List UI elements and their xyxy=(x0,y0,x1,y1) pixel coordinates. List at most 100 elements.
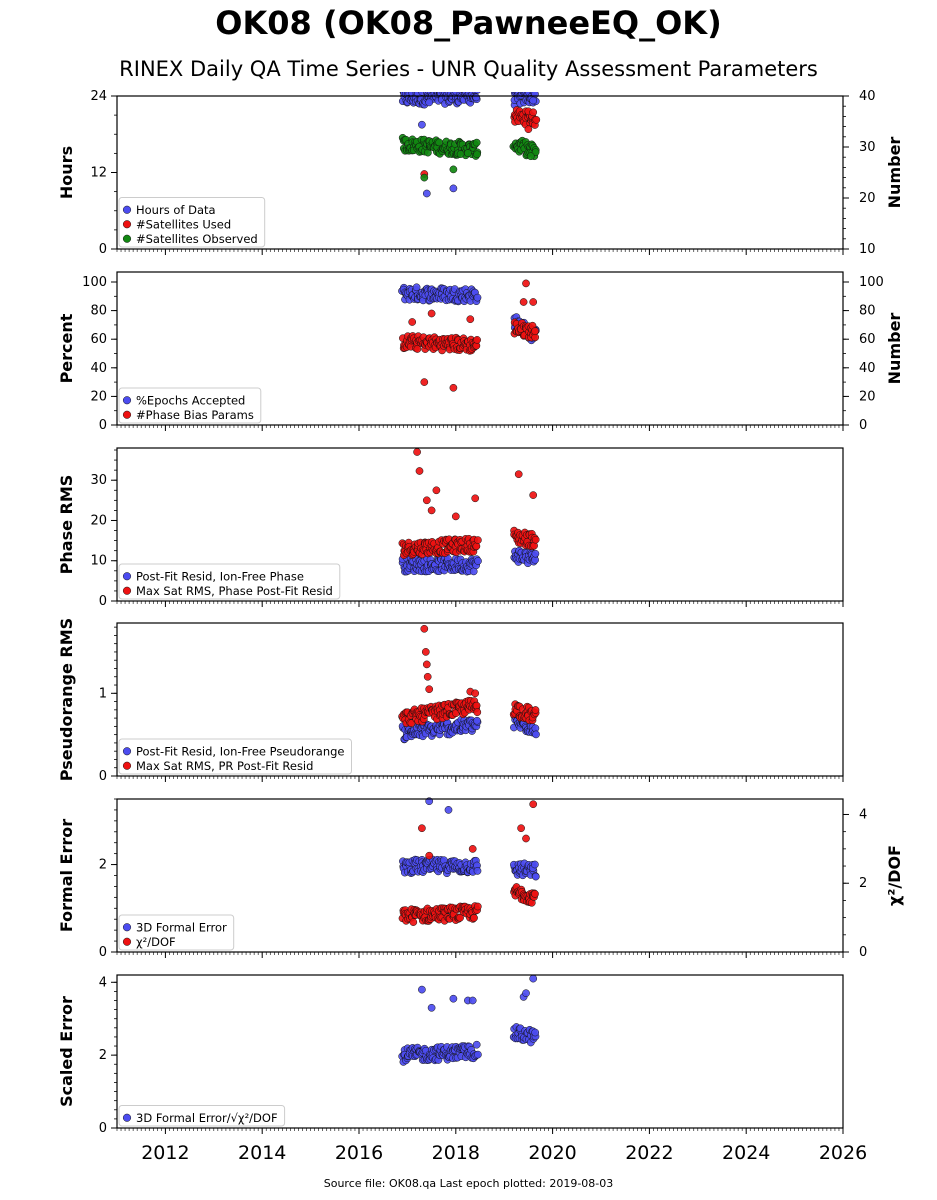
legend-box xyxy=(118,914,235,951)
legend: %Epochs Accepted#Phase Bias Params xyxy=(118,387,262,424)
point-blue xyxy=(529,96,538,105)
y-tick-label: 2 xyxy=(99,1048,107,1063)
y-right-tick-label: 40 xyxy=(859,89,876,104)
y-tick-label: 24 xyxy=(90,89,107,104)
legend-label: #Satellites Observed xyxy=(136,232,258,246)
legend-marker xyxy=(122,396,132,405)
y-right-tick-label: 4 xyxy=(859,807,867,822)
panel-3: 0 10 20 30 Phase RMS Post-Fit Resid, Ion-Free… xyxy=(57,447,844,609)
point-blue xyxy=(473,716,481,725)
scatter-points xyxy=(398,974,540,1066)
y-axis-right-label: χ²/DOF xyxy=(885,845,904,906)
point-red xyxy=(531,706,540,714)
point-blue xyxy=(473,293,482,302)
point-red xyxy=(473,336,481,344)
legend-marker xyxy=(122,747,132,756)
point-red xyxy=(423,672,432,681)
point-red xyxy=(427,506,436,515)
point-red xyxy=(529,298,538,306)
point-blue xyxy=(531,860,539,869)
legend-marker xyxy=(122,761,132,770)
point-red xyxy=(418,824,426,833)
y-axis-right-label: Number xyxy=(885,137,904,209)
legend-box xyxy=(118,563,341,600)
y-axis-label: Formal Error xyxy=(57,819,76,932)
x-tick-label: 2014 xyxy=(238,1142,286,1164)
point-green xyxy=(526,152,535,161)
point-red xyxy=(466,315,475,324)
point-blue xyxy=(531,549,540,558)
y-right-tick-label: 60 xyxy=(859,332,876,347)
point-red xyxy=(422,496,431,505)
point-red xyxy=(413,345,422,353)
y-tick-label: 40 xyxy=(90,361,107,376)
legend-label: #Phase Bias Params xyxy=(136,408,254,422)
x-tick-label: 2012 xyxy=(141,1142,189,1164)
point-blue xyxy=(449,994,458,1003)
legend-label: Hours of Data xyxy=(136,203,216,217)
legend: Hours of Data#Satellites Used#Satellites… xyxy=(118,197,266,248)
y-tick-label: 0 xyxy=(99,594,107,609)
y-tick-label: 4 xyxy=(99,975,107,990)
point-red xyxy=(517,824,525,833)
y-right-tick-label: 80 xyxy=(859,304,876,319)
point-red xyxy=(425,685,434,694)
panel-6: 0 2 4 Scaled Error 2012 2014 2016 2018 2020 2022 2… xyxy=(57,974,867,1164)
y-tick-label: 0 xyxy=(99,945,107,960)
point-blue xyxy=(522,989,530,998)
point-red xyxy=(514,470,523,479)
point-red xyxy=(471,494,480,503)
point-red xyxy=(529,800,538,809)
y-tick-label: 100 xyxy=(82,275,107,290)
legend-marker xyxy=(122,205,132,214)
scatter-points xyxy=(398,279,540,392)
point-red xyxy=(532,115,541,124)
y-right-tick-label: 0 xyxy=(859,418,867,433)
y-axis-label: Percent xyxy=(57,313,76,383)
point-blue xyxy=(473,867,482,875)
y-tick-label: 0 xyxy=(99,1121,107,1136)
y-tick-label: 1 xyxy=(99,686,107,701)
y-right-tick-label: 0 xyxy=(859,945,867,960)
point-blue xyxy=(474,1050,482,1059)
y-tick-label: 0 xyxy=(99,769,107,784)
y-tick-label: 0 xyxy=(99,418,107,433)
legend-box xyxy=(118,197,266,248)
legend-box xyxy=(118,387,262,424)
point-blue xyxy=(531,872,540,881)
x-tick-label: 2016 xyxy=(335,1142,383,1164)
y-tick-label: 12 xyxy=(90,166,107,181)
y-tick-label: 2 xyxy=(99,858,107,873)
point-red xyxy=(451,512,460,521)
x-tick-label: 2018 xyxy=(432,1142,480,1164)
legend: 3D Formal Error/√χ²/DOF xyxy=(118,1105,286,1127)
point-blue xyxy=(472,1040,481,1049)
y-axis-label: Scaled Error xyxy=(57,996,76,1107)
figure-title: OK08 (OK08_PawneeEQ_OK) xyxy=(215,4,722,42)
legend-label: Max Sat RMS, Phase Post-Fit Resid xyxy=(136,584,333,598)
y-axis-label: Pseudorange RMS xyxy=(57,618,76,781)
legend-marker xyxy=(122,586,132,595)
point-red xyxy=(473,902,482,911)
panel-2: 0 20 40 60 80 100 Percent 0 20 40 60 80 100 Number %Ep… xyxy=(57,271,904,433)
point-blue xyxy=(474,557,482,565)
point-green xyxy=(449,165,458,174)
scatter-points xyxy=(398,797,540,926)
point-red xyxy=(420,378,429,386)
legend-marker xyxy=(122,1113,132,1122)
point-red xyxy=(422,660,431,669)
point-blue xyxy=(449,184,458,193)
point-green xyxy=(472,138,481,147)
point-blue xyxy=(425,98,434,107)
point-green xyxy=(420,173,429,182)
y-axis-label: Hours xyxy=(57,146,76,199)
point-red xyxy=(408,318,417,326)
point-red xyxy=(415,467,424,475)
scatter-points xyxy=(398,92,541,198)
point-red xyxy=(529,491,538,499)
point-red xyxy=(522,279,530,288)
point-red xyxy=(472,701,481,710)
point-blue xyxy=(418,120,426,129)
legend-marker xyxy=(122,234,132,243)
